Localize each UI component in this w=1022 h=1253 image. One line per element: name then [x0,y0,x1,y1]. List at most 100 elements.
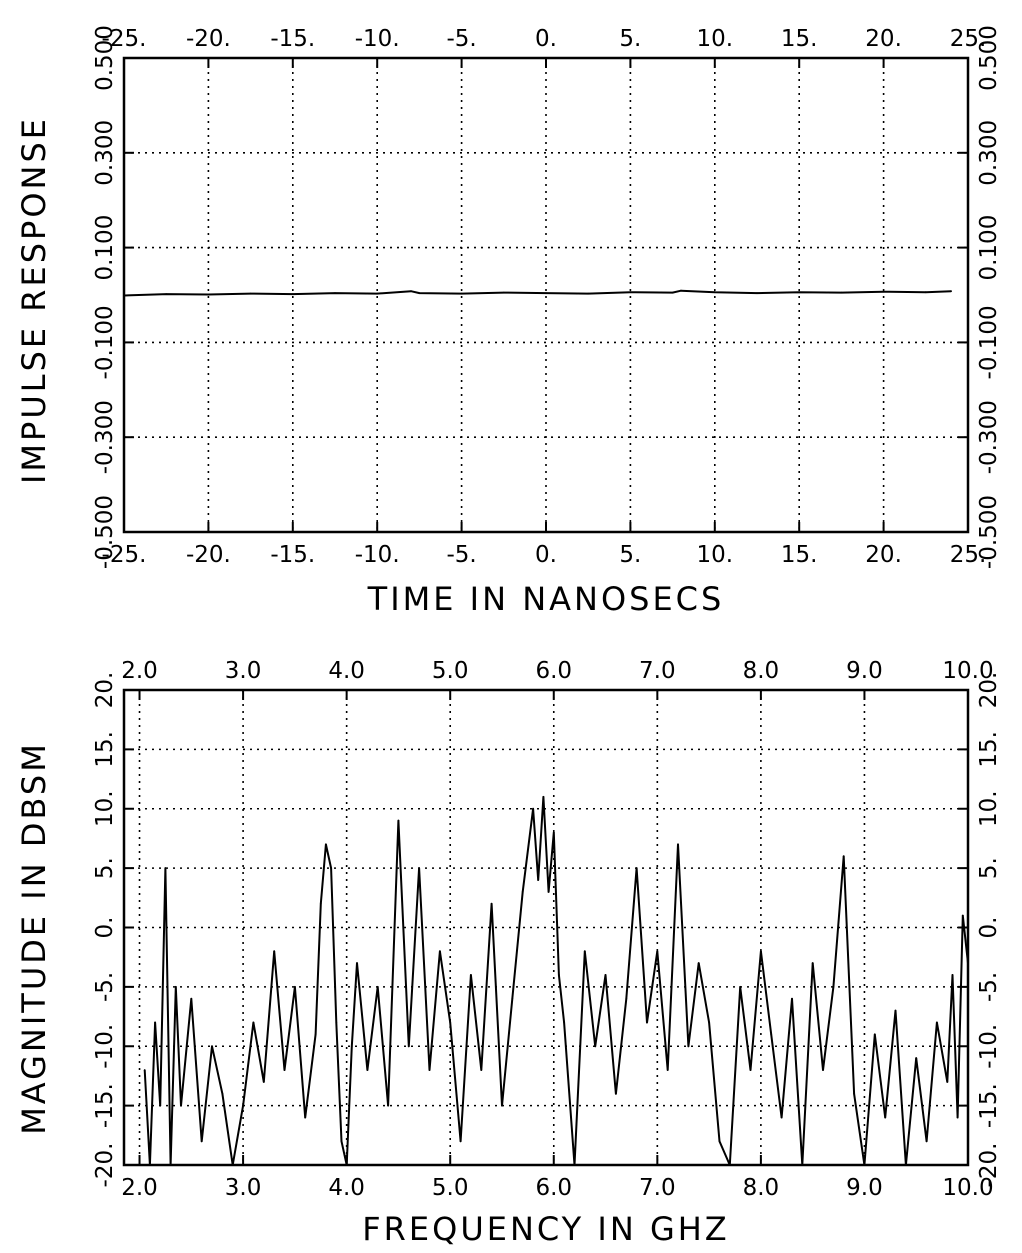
magnitude-xtick-label-bottom-6: 8.0 [743,1175,780,1201]
impulse-xtick-label-bottom-9: 20. [865,542,902,568]
magnitude-data-point-55 [604,974,607,976]
magnitude-data-point-20 [314,1033,317,1036]
magnitude-xtick-label-top-7: 9.0 [846,658,883,684]
magnitude-data-point-26 [345,1164,348,1166]
magnitude-ytick-label-right-7: 15. [976,731,1002,768]
magnitude-data-point-19 [304,1116,307,1119]
magnitude-ytick-label-left-6: 10. [92,790,118,827]
magnitude-xtick-label-bottom-5: 7.0 [639,1175,676,1201]
magnitude-data-point-86 [925,1140,928,1143]
magnitude-xtick-label-bottom-7: 9.0 [846,1175,883,1201]
impulse-data-point-4 [291,293,294,295]
magnitude-ytick-label-right-0: -20. [976,1143,1002,1188]
magnitude-data-point-17 [283,1069,286,1071]
impulse-ytick-label-right-2: -0.100 [976,305,1002,379]
impulse-ytick-label-left-2: -0.100 [92,305,118,379]
magnitude-data-point-48 [547,891,550,893]
magnitude-data-point-23 [330,867,332,869]
magnitude-data-point-4 [164,867,167,869]
impulse-data-point-5 [334,292,336,294]
impulse-xtick-label-top-4: -5. [446,26,476,52]
impulse-xtick-label-top-10: 25. [950,26,987,52]
magnitude-data-point-58 [635,867,638,869]
magnitude-xtick-label-top-2: 4.0 [328,658,365,684]
magnitude-data-point-49 [552,831,555,834]
magnitude-data-point-24 [335,1021,338,1024]
magnitude-ytick-label-left-7: 15. [92,731,118,768]
impulse-data-point-19 [840,291,843,294]
magnitude-xtick-label-top-4: 6.0 [535,658,572,684]
magnitude-data-point-47 [542,796,545,798]
magnitude-ylabel: MAGNITUDE IN DBSM [15,741,53,1135]
magnitude-xtick-label-top-1: 3.0 [225,658,262,684]
impulse-ytick-label-left-3: 0.100 [92,215,118,281]
magnitude-data-point-63 [687,1045,690,1048]
impulse-data-point-21 [924,291,927,294]
magnitude-data-point-15 [262,1081,265,1083]
magnitude-data-point-40 [480,1069,483,1071]
magnitude-ytick-label-right-1: -15. [976,1083,1002,1128]
impulse-data-point-8 [418,292,421,294]
magnitude-data-point-61 [666,1069,669,1071]
magnitude-xtick-label-bottom-4: 6.0 [535,1175,572,1201]
impulse-xtick-label-bottom-6: 5. [619,542,641,568]
magnitude-data-point-5 [169,1164,172,1166]
magnitude-data-point-18 [294,986,296,988]
impulse-data-point-15 [680,289,682,292]
magnitude-data-point-33 [407,1045,410,1048]
magnitude-xtick-label-top-5: 7.0 [639,658,676,684]
magnitude-data-point-52 [573,1164,576,1166]
impulse-data-point-7 [410,290,412,293]
magnitude-data-point-0 [143,1069,146,1071]
magnitude-data-point-6 [174,986,177,988]
magnitude-data-point-29 [366,1069,369,1071]
magnitude-data-point-89 [951,974,954,976]
magnitude-ytick-label-left-3: -5. [92,972,118,1002]
impulse-ytick-label-right-1: -0.300 [976,400,1002,474]
magnitude-data-point-27 [350,1045,353,1048]
magnitude-data-point-8 [190,997,193,1000]
impulse-ytick-label-left-5: 0.500 [92,25,118,91]
magnitude-data-point-78 [842,855,845,858]
impulse-data-point-22 [950,290,952,293]
magnitude-data-point-30 [376,986,379,988]
impulse-xtick-label-top-0: -25. [102,26,147,52]
impulse-data-point-11 [545,292,547,294]
magnitude-xtick-label-bottom-8: 10.0 [942,1175,993,1201]
impulse-ytick-label-right-5: 0.500 [976,25,1002,91]
magnitude-data-point-75 [811,962,814,964]
impulse-data-point-16 [713,291,716,294]
impulse-xtick-label-top-8: 15. [781,26,818,52]
magnitude-data-point-3 [159,1104,162,1107]
magnitude-ytick-label-right-6: 10. [976,790,1002,827]
magnitude-data-point-83 [894,1009,897,1012]
impulse-xtick-label-bottom-5: 0. [535,542,557,568]
magnitude-data-point-76 [822,1069,824,1071]
impulse-xtick-label-top-1: -20. [186,26,231,52]
magnitude-ytick-label-left-4: 0. [92,917,118,939]
magnitude-data-point-85 [915,1057,918,1059]
impulse-data-point-18 [798,291,801,294]
magnitude-data-point-38 [459,1140,462,1143]
impulse-data-point-13 [629,291,632,294]
magnitude-ytick-label-right-4: 0. [976,917,1002,939]
impulse-xtick-label-top-5: 0. [535,26,557,52]
magnitude-ytick-label-left-1: -15. [92,1083,118,1128]
impulse-data-point-12 [587,292,590,295]
magnitude-xtick-label-top-0: 2.0 [121,658,158,684]
magnitude-xtick-label-top-8: 10.0 [942,658,993,684]
impulse-data-point-3 [249,292,252,295]
magnitude-ytick-label-right-2: -10. [976,1024,1002,1069]
magnitude-data-point-65 [708,1021,710,1024]
magnitude-data-point-35 [428,1069,431,1071]
magnitude-data-point-43 [511,997,514,1000]
impulse-data-point-2 [207,293,210,296]
impulse-response-chart: -25. -25. -20. -20. -15. -15. -10. -10. -5. -5. 0.… [92,25,1002,569]
impulse-data-point-1 [165,293,168,295]
magnitude-data-point-91 [961,914,964,917]
magnitude-data-point-77 [832,986,835,988]
impulse-xtick-label-bottom-10: 25. [950,542,987,568]
magnitude-ytick-label-right-3: -5. [976,972,1002,1002]
magnitude-data-point-22 [325,843,327,846]
magnitude-data-point-31 [387,1104,389,1107]
